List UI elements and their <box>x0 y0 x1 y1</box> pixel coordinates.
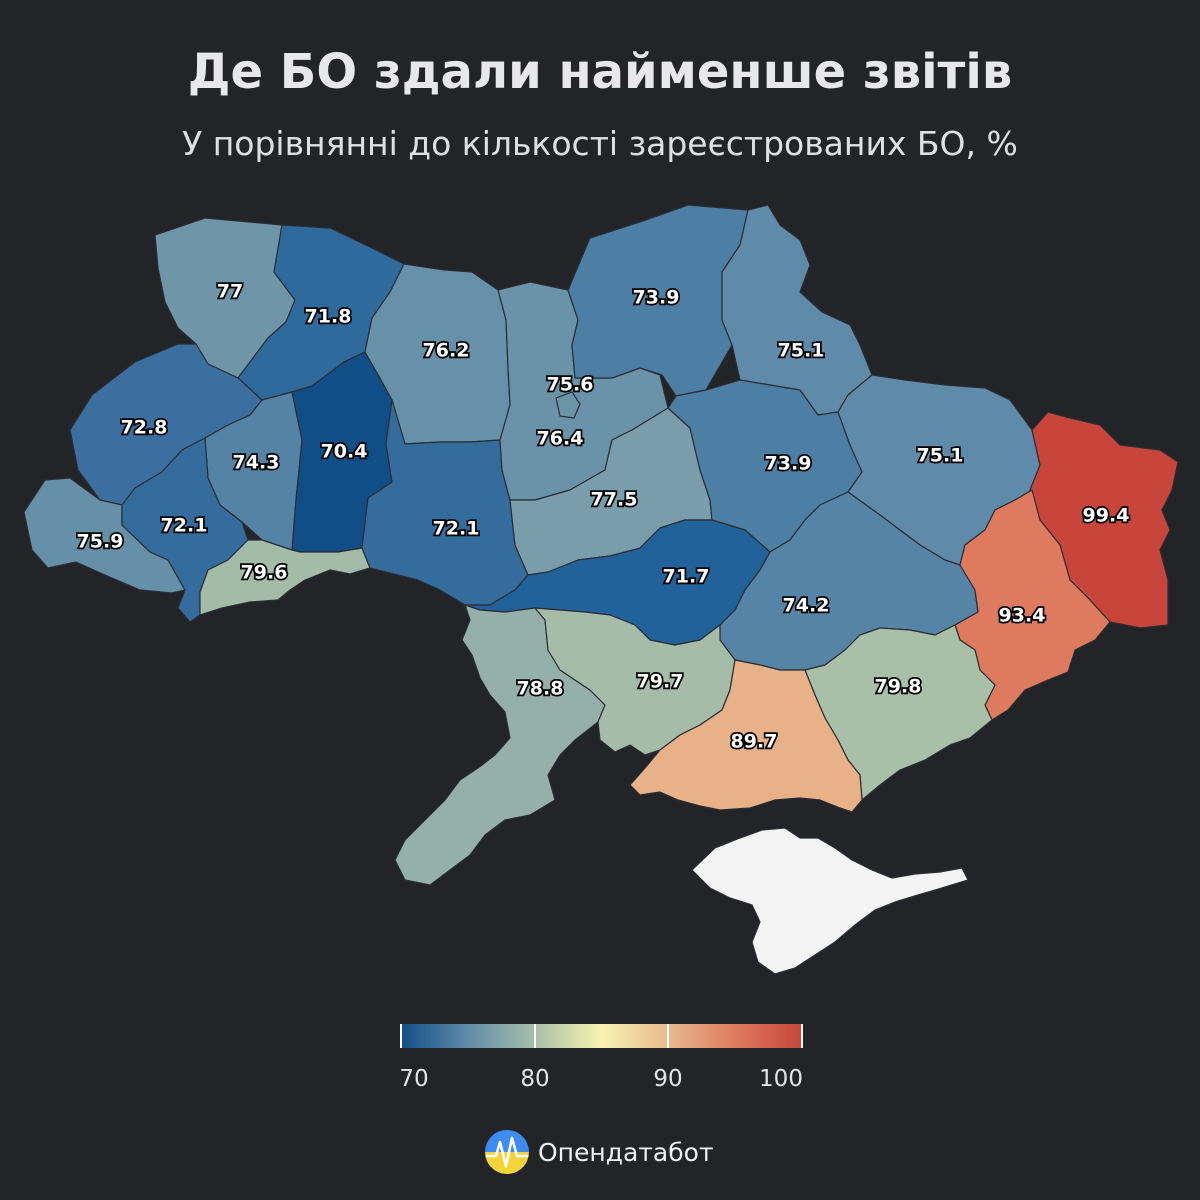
value-label-chernivtsi: 79.6 <box>241 562 288 584</box>
region-chernivtsi <box>199 539 371 616</box>
value-label-cherkasy: 77.5 <box>591 489 638 511</box>
brand: Опендатабот <box>484 1130 714 1174</box>
color-legend <box>400 1024 803 1048</box>
legend-label-80: 80 <box>520 1066 550 1092</box>
value-label-kirovohrad: 71.7 <box>663 566 710 588</box>
value-label-mykolaiv: 79.7 <box>637 671 684 693</box>
value-label-kharkiv: 75.1 <box>917 445 964 467</box>
legend-label-90: 90 <box>653 1066 683 1092</box>
brand-logo-space <box>484 1130 530 1174</box>
brand-name: Опендатабот <box>538 1137 714 1167</box>
chart-subtitle: У порівнянні до кількості зареєстрованих… <box>182 124 1018 163</box>
value-label-kyiv-oblast: 75.6 <box>547 374 594 396</box>
value-label-dnipro: 74.2 <box>783 595 830 617</box>
region-chernihiv <box>567 204 749 397</box>
value-label-sumy: 75.1 <box>778 340 825 362</box>
value-label-chernihiv: 73.9 <box>633 287 680 309</box>
legend-label-100: 100 <box>759 1066 803 1092</box>
value-label-poltava: 73.9 <box>765 453 812 475</box>
region-crimea <box>691 827 969 975</box>
value-label-lviv: 72.8 <box>121 417 168 439</box>
value-labels: 77 71.8 72.8 74.3 70.4 76.2 75.9 72.1 79… <box>75 279 1131 755</box>
chart-title: Де БО здали найменше звітів <box>187 44 1013 100</box>
legend-color-bar <box>400 1024 803 1048</box>
value-label-ivano-frankivsk: 72.1 <box>161 515 208 537</box>
value-label-rivne: 71.8 <box>305 306 352 328</box>
region-kyiv-city <box>555 391 581 419</box>
value-label-luhansk: 99.4 <box>1083 505 1130 527</box>
value-label-khmelnytskyi: 70.4 <box>321 441 368 463</box>
value-label-zhytomyr: 76.2 <box>423 340 470 362</box>
value-label-kyiv-city: 76.4 <box>537 428 584 450</box>
value-label-ternopil: 74.3 <box>233 452 280 474</box>
heartbeat-circle-icon <box>485 1130 529 1174</box>
value-label-kherson: 89.7 <box>731 731 778 753</box>
value-label-volyn: 77 <box>217 281 243 303</box>
value-label-vinnytsia: 72.1 <box>433 518 480 540</box>
value-label-zaporizhzhia: 79.8 <box>875 676 922 698</box>
region-kherson <box>629 659 863 813</box>
value-label-donetsk: 93.4 <box>999 605 1046 627</box>
legend-label-70: 70 <box>399 1066 429 1092</box>
value-label-odesa: 78.8 <box>517 678 564 700</box>
value-label-zakarpattia: 75.9 <box>77 531 124 553</box>
